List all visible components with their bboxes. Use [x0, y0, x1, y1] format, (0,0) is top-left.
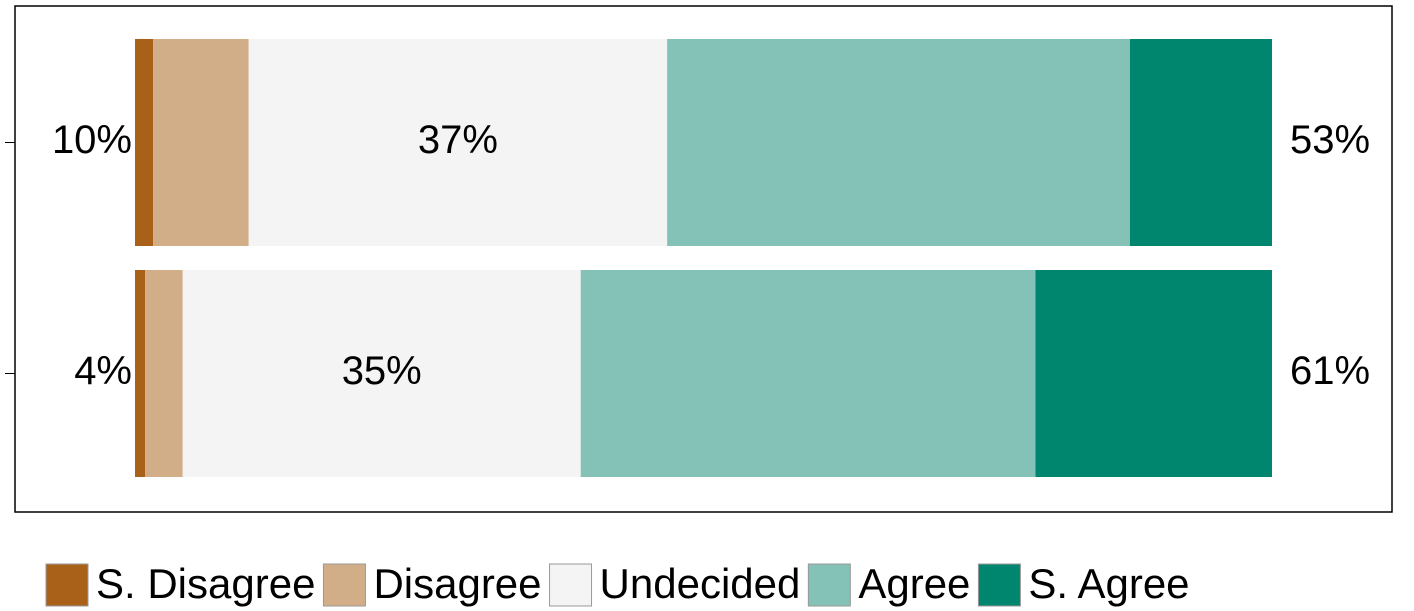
bar-segment — [135, 270, 146, 477]
bar-segment — [182, 270, 581, 477]
left-total-label: 10% — [52, 118, 132, 162]
legend-label: Disagree — [373, 560, 541, 607]
data-label: 35% — [342, 349, 422, 393]
bar-segment — [145, 270, 183, 477]
legend-swatch — [549, 563, 593, 607]
right-total-label: 53% — [1290, 118, 1370, 162]
bar-segment — [667, 39, 1130, 246]
bar-segment — [248, 39, 668, 246]
legend-swatch — [322, 563, 366, 607]
plot-frame — [14, 5, 1393, 513]
legend-label: S. Disagree — [96, 560, 315, 607]
bar-segment — [580, 270, 1036, 477]
bar-segment — [135, 39, 154, 246]
bar-segment — [153, 39, 249, 246]
legend-label: Agree — [858, 560, 970, 607]
legend-label: Undecided — [600, 560, 801, 607]
left-total-label: 4% — [74, 349, 132, 393]
right-total-label: 61% — [1290, 349, 1370, 393]
legend-label: S. Agree — [1028, 560, 1189, 607]
bar-segment — [1035, 270, 1272, 477]
legend-swatch — [45, 563, 89, 607]
legend-swatch — [977, 563, 1021, 607]
data-label: 37% — [418, 118, 498, 162]
legend-swatch — [807, 563, 851, 607]
bar-segment — [1129, 39, 1272, 246]
